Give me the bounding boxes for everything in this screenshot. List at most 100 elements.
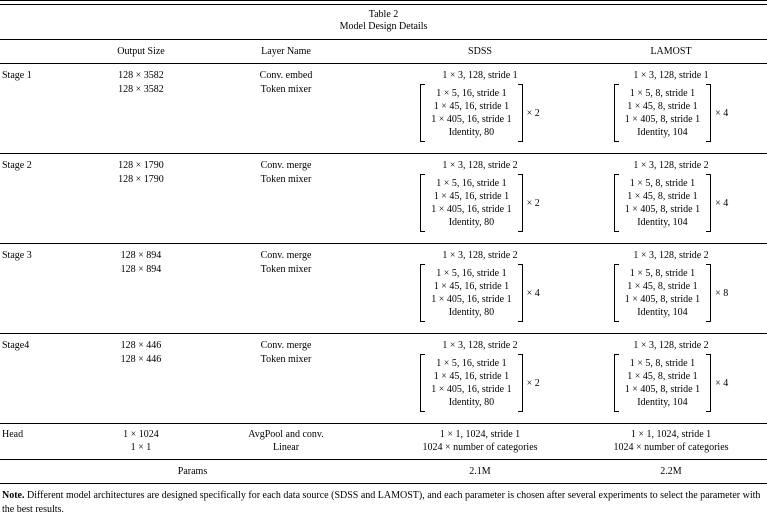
column-header-sdss: SDSS: [468, 46, 492, 57]
lamost-conv-spec: 1 × 3, 128, stride 2: [633, 340, 709, 351]
note-label: Note.: [2, 490, 25, 501]
spacer-cell: [0, 173, 95, 236]
sdss-conv-spec: 1 × 3, 128, stride 2: [442, 160, 518, 171]
matrix-row: 1 × 45, 8, stride 1: [627, 281, 698, 292]
matrix-row: 1 × 405, 16, stride 1: [431, 114, 512, 125]
layer-name: Token mixer: [260, 174, 312, 185]
lamost-head-spec: 1024 × number of categories: [613, 442, 729, 453]
left-bracket: [613, 84, 619, 142]
left-bracket: [613, 354, 619, 412]
matrix-rows: 1 × 5, 8, stride 1 1 × 45, 8, stride 1 1…: [619, 264, 706, 322]
spacer-cell: [0, 353, 95, 416]
matrix-row: 1 × 5, 16, stride 1: [436, 178, 507, 189]
sdss-token-mixer-cell: 1 × 5, 16, stride 1 1 × 45, 16, stride 1…: [385, 83, 575, 146]
note-text: Different model architectures are design…: [2, 490, 761, 515]
matrix-row: 1 × 5, 8, stride 1: [629, 268, 696, 279]
matrix-rows: 1 × 5, 8, stride 1 1 × 45, 8, stride 1 1…: [619, 84, 706, 142]
matrix-row: 1 × 5, 16, stride 1: [436, 88, 507, 99]
matrix-multiplier: × 2: [526, 197, 540, 209]
divider: [0, 39, 767, 40]
matrix-multiplier: × 4: [715, 197, 729, 209]
lamost-token-mixer-matrix: 1 × 5, 8, stride 1 1 × 45, 8, stride 1 1…: [613, 84, 729, 142]
output-size: 128 × 446: [120, 340, 162, 351]
matrix-row: 1 × 5, 8, stride 1: [629, 358, 696, 369]
matrix-row: 1 × 405, 16, stride 1: [431, 204, 512, 215]
output-size: 1 × 1024: [123, 429, 159, 440]
params-lamost-value: 2.2M: [660, 466, 682, 477]
right-bracket: [706, 174, 712, 232]
matrix-row: 1 × 45, 8, stride 1: [627, 191, 698, 202]
lamost-conv-spec: 1 × 3, 128, stride 2: [633, 250, 709, 261]
output-size: 128 × 894: [120, 250, 162, 261]
matrix-rows: 1 × 5, 16, stride 1 1 × 45, 16, stride 1…: [425, 174, 517, 232]
matrix-row: Identity, 104: [637, 307, 688, 318]
matrix-row: 1 × 5, 8, stride 1: [629, 88, 696, 99]
matrix-row: 1 × 405, 8, stride 1: [624, 294, 701, 305]
right-bracket: [706, 264, 712, 322]
matrix-row: Identity, 80: [448, 217, 495, 228]
matrix-row: 1 × 5, 8, stride 1: [629, 178, 696, 189]
matrix-row: Identity, 80: [448, 397, 495, 408]
stage-2-block: Stage 2 128 × 1790 Conv. merge 1 × 3, 12…: [0, 154, 767, 243]
output-size: 128 × 1790: [118, 160, 164, 171]
right-bracket: [517, 264, 523, 322]
sdss-token-mixer-matrix: 1 × 5, 16, stride 1 1 × 45, 16, stride 1…: [420, 84, 540, 142]
layer-name: Linear: [272, 442, 300, 453]
matrix-rows: 1 × 5, 16, stride 1 1 × 45, 16, stride 1…: [425, 264, 517, 322]
layer-name: Token mixer: [260, 264, 312, 275]
sdss-token-mixer-matrix: 1 × 5, 16, stride 1 1 × 45, 16, stride 1…: [420, 174, 540, 232]
matrix-row: 1 × 5, 16, stride 1: [436, 268, 507, 279]
sdss-conv-spec: 1 × 3, 128, stride 2: [442, 250, 518, 261]
matrix-row: Identity, 104: [637, 217, 688, 228]
layer-name: Conv. merge: [260, 340, 312, 351]
sdss-token-mixer-cell: 1 × 5, 16, stride 1 1 × 45, 16, stride 1…: [385, 353, 575, 416]
divider: [0, 423, 767, 424]
head-label: Head: [2, 429, 24, 440]
lamost-token-mixer-cell: 1 × 5, 8, stride 1 1 × 45, 8, stride 1 1…: [575, 83, 767, 146]
table-header-row: Output Size Layer Name SDSS LAMOST: [0, 40, 767, 63]
lamost-token-mixer-cell: 1 × 5, 8, stride 1 1 × 45, 8, stride 1 1…: [575, 173, 767, 236]
table-label: Table 2: [368, 9, 399, 20]
column-header-stage: [0, 45, 95, 58]
table-caption: Model Design Details: [339, 21, 428, 32]
output-size: 128 × 446: [120, 354, 162, 365]
sdss-token-mixer-cell: 1 × 5, 16, stride 1 1 × 45, 16, stride 1…: [385, 263, 575, 326]
matrix-row: 1 × 45, 16, stride 1: [433, 371, 510, 382]
column-header-lamost: LAMOST: [650, 46, 692, 57]
matrix-row: 1 × 45, 8, stride 1: [627, 101, 698, 112]
left-bracket: [420, 174, 426, 232]
stage-1-block: Stage 1 128 × 3582 Conv. embed 1 × 3, 12…: [0, 64, 767, 153]
matrix-row: 1 × 45, 8, stride 1: [627, 371, 698, 382]
lamost-token-mixer-cell: 1 × 5, 8, stride 1 1 × 45, 8, stride 1 1…: [575, 353, 767, 416]
stage-3-block: Stage 3 128 × 894 Conv. merge 1 × 3, 128…: [0, 244, 767, 333]
left-bracket: [613, 264, 619, 322]
left-bracket: [613, 174, 619, 232]
matrix-multiplier: × 8: [715, 287, 729, 299]
matrix-multiplier: × 4: [715, 107, 729, 119]
lamost-conv-spec: 1 × 3, 128, stride 2: [633, 160, 709, 171]
left-bracket: [420, 264, 426, 322]
layer-name: AvgPool and conv.: [248, 429, 324, 440]
divider: [0, 483, 767, 484]
matrix-row: Identity, 104: [637, 127, 688, 138]
divider: [0, 459, 767, 460]
divider: [0, 243, 767, 244]
matrix-row: Identity, 80: [448, 307, 495, 318]
matrix-row: Identity, 80: [448, 127, 495, 138]
params-label: Params: [177, 466, 208, 477]
matrix-rows: 1 × 5, 16, stride 1 1 × 45, 16, stride 1…: [425, 84, 517, 142]
head-block: Head 1 × 1024 AvgPool and conv. 1 × 1, 1…: [0, 424, 767, 459]
left-bracket: [420, 354, 426, 412]
column-header-output-size: Output Size: [117, 46, 165, 57]
output-size: 128 × 894: [120, 264, 162, 275]
stage-label: Stage4: [2, 340, 30, 351]
lamost-token-mixer-cell: 1 × 5, 8, stride 1 1 × 45, 8, stride 1 1…: [575, 263, 767, 326]
stage-4-block: Stage4 128 × 446 Conv. merge 1 × 3, 128,…: [0, 334, 767, 423]
matrix-row: 1 × 45, 16, stride 1: [433, 191, 510, 202]
lamost-conv-spec: 1 × 3, 128, stride 1: [633, 70, 709, 81]
column-header-layer-name: Layer Name: [261, 46, 311, 57]
sdss-head-spec: 1 × 1, 1024, stride 1: [439, 429, 521, 440]
right-bracket: [517, 174, 523, 232]
right-bracket: [517, 354, 523, 412]
